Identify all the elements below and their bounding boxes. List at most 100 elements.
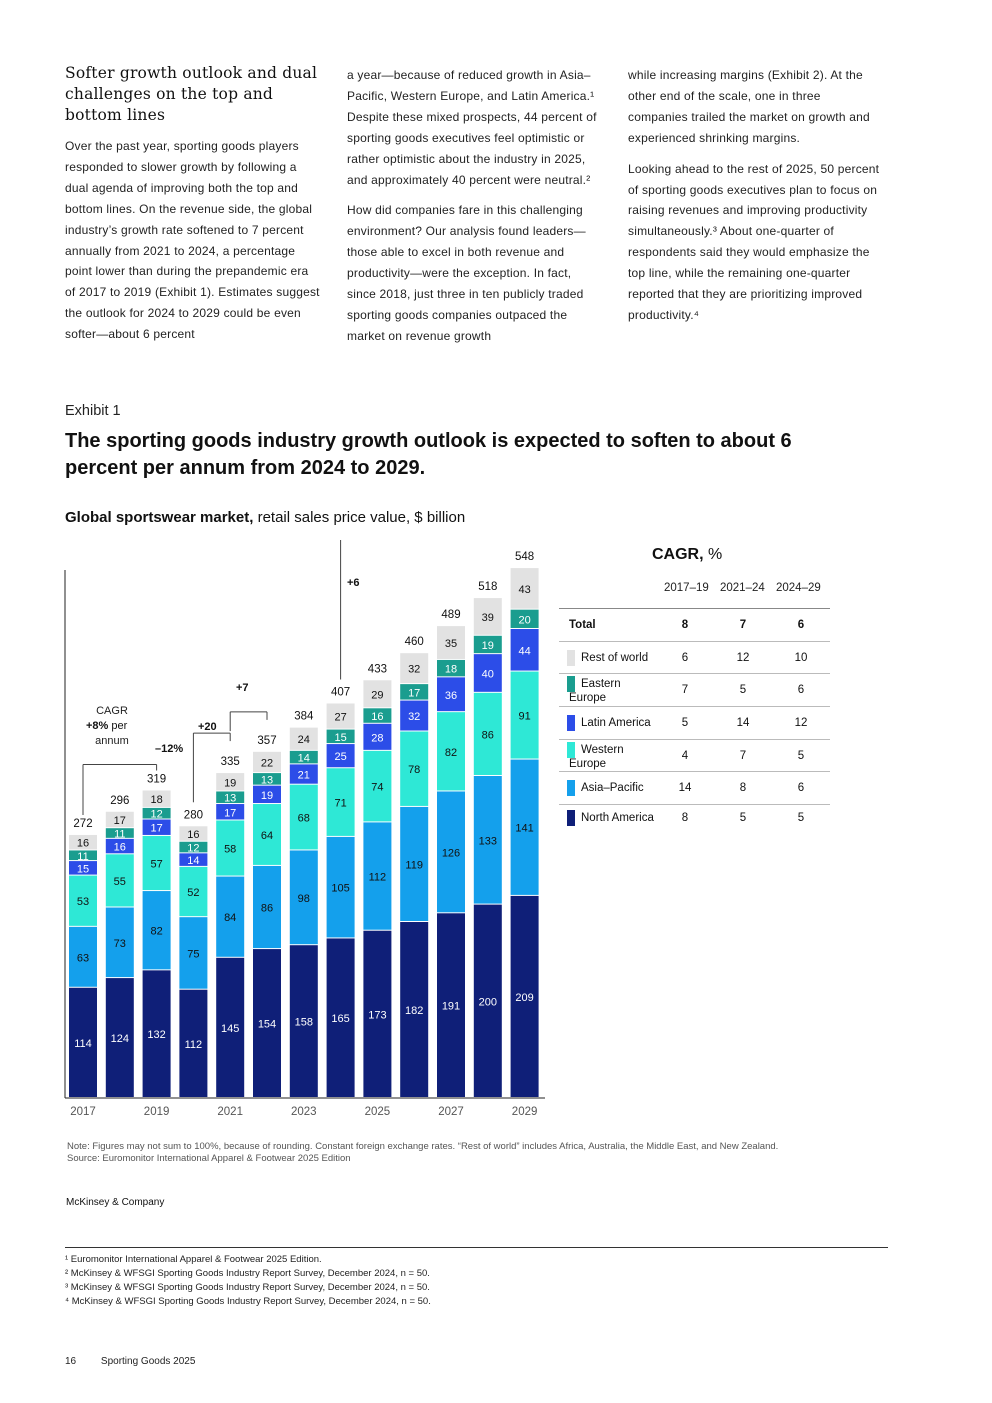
x-tick-label: 2017 (70, 1106, 96, 1118)
bar-segment (363, 708, 392, 723)
article-column-1: Softer growth outlook and dual challenge… (65, 63, 320, 355)
bar-segment (179, 853, 208, 866)
total-label: 460 (405, 636, 424, 648)
cagr-row: Rest of world 6 12 10 (559, 640, 830, 674)
data-label: 39 (482, 612, 494, 624)
cagr-title-bold: CAGR, (652, 546, 704, 563)
bar-segment (105, 838, 134, 854)
data-label: 182 (405, 1005, 423, 1017)
data-label: 32 (408, 711, 420, 723)
footnote-divider (65, 1247, 888, 1248)
bar-segment (216, 804, 245, 820)
data-label: 17 (114, 815, 126, 827)
bar-segment (473, 635, 502, 654)
cagr-header-col2: 2021–24 (720, 582, 765, 594)
data-label: 19 (261, 790, 273, 802)
data-label: 13 (224, 793, 236, 805)
data-label: 14 (298, 753, 310, 765)
data-label: 154 (258, 1019, 276, 1031)
cagr-table: Total 8 7 6 Rest of world 6 12 10 Eastern Europe… (559, 608, 830, 832)
cagr-value-cell: 7 (714, 608, 772, 642)
bar-segment (289, 784, 318, 850)
paragraph: a year—because of reduced growth in Asia… (347, 68, 597, 187)
bar-segment (179, 917, 208, 989)
data-label: 15 (334, 732, 346, 744)
data-label: 35 (445, 638, 457, 650)
data-label: 22 (261, 757, 273, 769)
data-label: 68 (298, 813, 310, 825)
bar-segment (400, 731, 429, 806)
cagr-row-label-cell: North America (559, 804, 656, 832)
data-label: 25 (334, 751, 346, 763)
cagr-annotation-unit: annum (95, 735, 129, 747)
bar-segment (326, 768, 355, 836)
data-label: 18 (445, 664, 457, 676)
growth-annotation-2022: +7 (236, 682, 249, 694)
bar-segment (326, 744, 355, 768)
bar-segment (437, 913, 465, 1097)
bar-segment (510, 895, 539, 1097)
bar-segment (326, 836, 355, 938)
bar-segment (142, 835, 171, 891)
bar-segment (216, 820, 245, 876)
data-label: 145 (221, 1023, 239, 1035)
bar-segment (363, 930, 392, 1097)
bar-segment (105, 828, 134, 838)
cagr-row-label: North America (581, 812, 654, 825)
data-label: 74 (371, 782, 383, 794)
cagr-value-cell: 5 (714, 804, 772, 832)
data-label: 91 (518, 711, 530, 723)
bar-segment (473, 904, 502, 1097)
total-label: 548 (515, 551, 534, 563)
bar-segment (69, 875, 97, 926)
brand-label: McKinsey & Company (66, 1197, 165, 1208)
bar-segment (510, 568, 539, 609)
data-label: 11 (114, 829, 125, 841)
bar-segment (473, 692, 502, 775)
bar-segment (216, 773, 245, 791)
data-label: 16 (77, 838, 89, 850)
growth-annotation-2021: +20 (198, 721, 217, 733)
chart-notes: Note: Figures may not sum to 100%, becau… (67, 1141, 797, 1165)
total-label: 319 (147, 773, 166, 785)
data-label: 17 (150, 823, 162, 835)
data-label: 40 (482, 668, 494, 680)
total-label: 407 (331, 686, 350, 698)
note-text: Note: Figures may not sum to 100%, becau… (67, 1141, 779, 1152)
cagr-value-cell: 5 (656, 706, 714, 740)
bar-segment (437, 659, 465, 677)
bar-segment (253, 751, 281, 773)
bar-segment (69, 861, 97, 875)
bar-segment (326, 729, 355, 744)
bar-segment (289, 750, 318, 764)
data-label: 55 (114, 876, 126, 888)
cagr-value-cell: 6 (772, 608, 830, 642)
data-label: 98 (298, 893, 310, 905)
cagr-row-label: Rest of world (581, 651, 649, 664)
data-label: 73 (114, 938, 126, 950)
cagr-header-col1: 2017–19 (664, 582, 709, 594)
cagr-row: Western Europe 4 7 5 (559, 738, 830, 772)
data-label: 17 (408, 687, 420, 699)
chart-subtitle: Global sportswear market, retail sales p… (65, 509, 465, 526)
bar-segment (437, 626, 465, 659)
data-label: 141 (515, 823, 533, 835)
data-label: 82 (445, 747, 457, 759)
data-label: 36 (445, 690, 457, 702)
data-label: 43 (518, 584, 530, 596)
cagr-row-label: Total (569, 618, 596, 631)
bar-segment (179, 866, 208, 917)
cagr-row-label: Asia–Pacific (581, 782, 644, 795)
data-label: 21 (298, 770, 310, 782)
x-tick-label: 2023 (291, 1106, 317, 1118)
bar-segment (105, 907, 134, 978)
bar-segment (105, 978, 134, 1097)
bar-segment (326, 938, 355, 1097)
cagr-value: +8% (86, 720, 109, 732)
footnote-1: ¹ Euromonitor International Apparel & Fo… (65, 1254, 322, 1265)
data-label: 19 (482, 640, 494, 652)
stacked-bar-chart: CAGR +8% per annum –12% +20 +7 +6 114 63 5… (64, 540, 545, 1118)
legend-swatch (567, 741, 575, 758)
x-tick-label: 2025 (365, 1106, 391, 1118)
data-label: 75 (187, 948, 199, 960)
